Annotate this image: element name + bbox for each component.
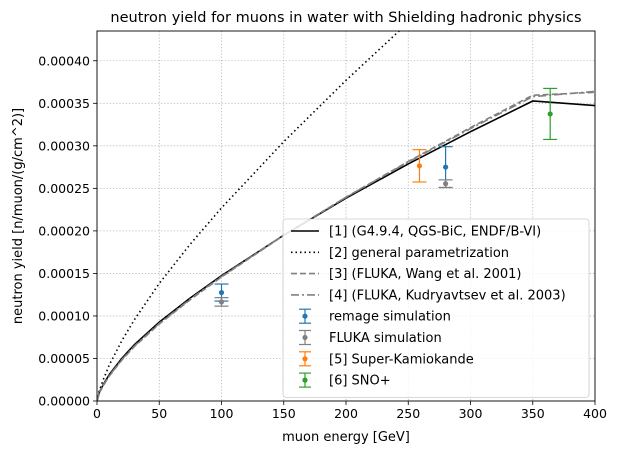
data-point (218, 299, 225, 305)
x-tick-label: 350 (521, 406, 545, 421)
x-tick-label: 150 (272, 406, 296, 421)
y-tick-label: 0.00030 (38, 138, 90, 153)
legend-entry: [3] (FLUKA, Wang et al. 2001) (291, 267, 522, 282)
legend-label: [6] SNO+ (329, 374, 391, 389)
x-tick-label: 400 (583, 406, 607, 421)
legend-label: [1] (G4.9.4, QGS-BiC, ENDF/B-VI) (329, 225, 541, 240)
x-tick-label: 100 (210, 406, 234, 421)
legend-entry: [1] (G4.9.4, QGS-BiC, ENDF/B-VI) (291, 225, 541, 240)
errorbar-point (543, 87, 558, 141)
x-tick-label: 200 (334, 406, 358, 421)
y-tick-label: 0.00015 (38, 266, 90, 281)
legend-label: [4] (FLUKA, Kudryavtsev et al. 2003) (329, 288, 566, 303)
legend-swatch-marker (302, 356, 308, 362)
data-point (443, 181, 449, 187)
legend-label: [5] Super-Kamiokande (329, 352, 474, 367)
data-point (416, 163, 423, 169)
data-point (443, 164, 449, 170)
data-point (218, 289, 225, 296)
legend-label: [2] general parametrization (329, 246, 509, 261)
x-tick-label: 250 (396, 406, 420, 421)
series-line-2 (97, 31, 401, 401)
x-tick-label: 50 (151, 406, 167, 421)
legend-entry: [5] Super-Kamiokande (299, 351, 474, 367)
x-tick-label: 300 (459, 406, 483, 421)
legend-label: remage simulation (329, 310, 451, 325)
x-tick-label: 0 (93, 406, 101, 421)
legend-entry: [6] SNO+ (299, 372, 391, 389)
plot-area (97, 31, 595, 401)
errorbar-point (438, 179, 453, 189)
y-tick-label: 0.00000 (38, 394, 90, 409)
legend-swatch-marker (302, 377, 308, 383)
legend-swatch-marker (302, 313, 308, 319)
legend-label: [3] (FLUKA, Wang et al. 2001) (329, 267, 522, 282)
x-axis-label: muon energy [GeV] (282, 430, 410, 445)
legend-entry: [4] (FLUKA, Kudryavtsev et al. 2003) (291, 288, 566, 303)
axis-ticks: 0 50 100 150 200 250 300 350 400 0.00000 0.00005 0.… (38, 53, 607, 421)
legend-box (282, 218, 590, 398)
legend-label: FLUKA simulation (329, 331, 442, 346)
series-line-4 (97, 90, 595, 401)
legend-entry: [2] general parametrization (291, 246, 509, 261)
legend: [1] (G4.9.4, QGS-BiC, ENDF/B-VI) [2] gene… (282, 218, 590, 398)
chart-title: neutron yield for muons in water with Sh… (110, 10, 581, 26)
data-point (547, 111, 553, 117)
y-tick-label: 0.00025 (38, 181, 90, 196)
legend-swatch-marker (302, 334, 308, 341)
y-tick-label: 0.00035 (38, 96, 90, 111)
y-axis-label: neutron yield [n/muon/(g/cm^2)] (11, 108, 26, 324)
y-tick-label: 0.00005 (38, 351, 90, 366)
errorbar-point (214, 297, 229, 307)
y-tick-label: 0.00020 (38, 223, 90, 238)
y-tick-label: 0.00040 (38, 53, 90, 68)
legend-entry: remage simulation (299, 308, 451, 325)
legend-entry: FLUKA simulation (299, 329, 442, 346)
y-tick-label: 0.00010 (38, 308, 90, 323)
errorbar-point (412, 149, 427, 183)
